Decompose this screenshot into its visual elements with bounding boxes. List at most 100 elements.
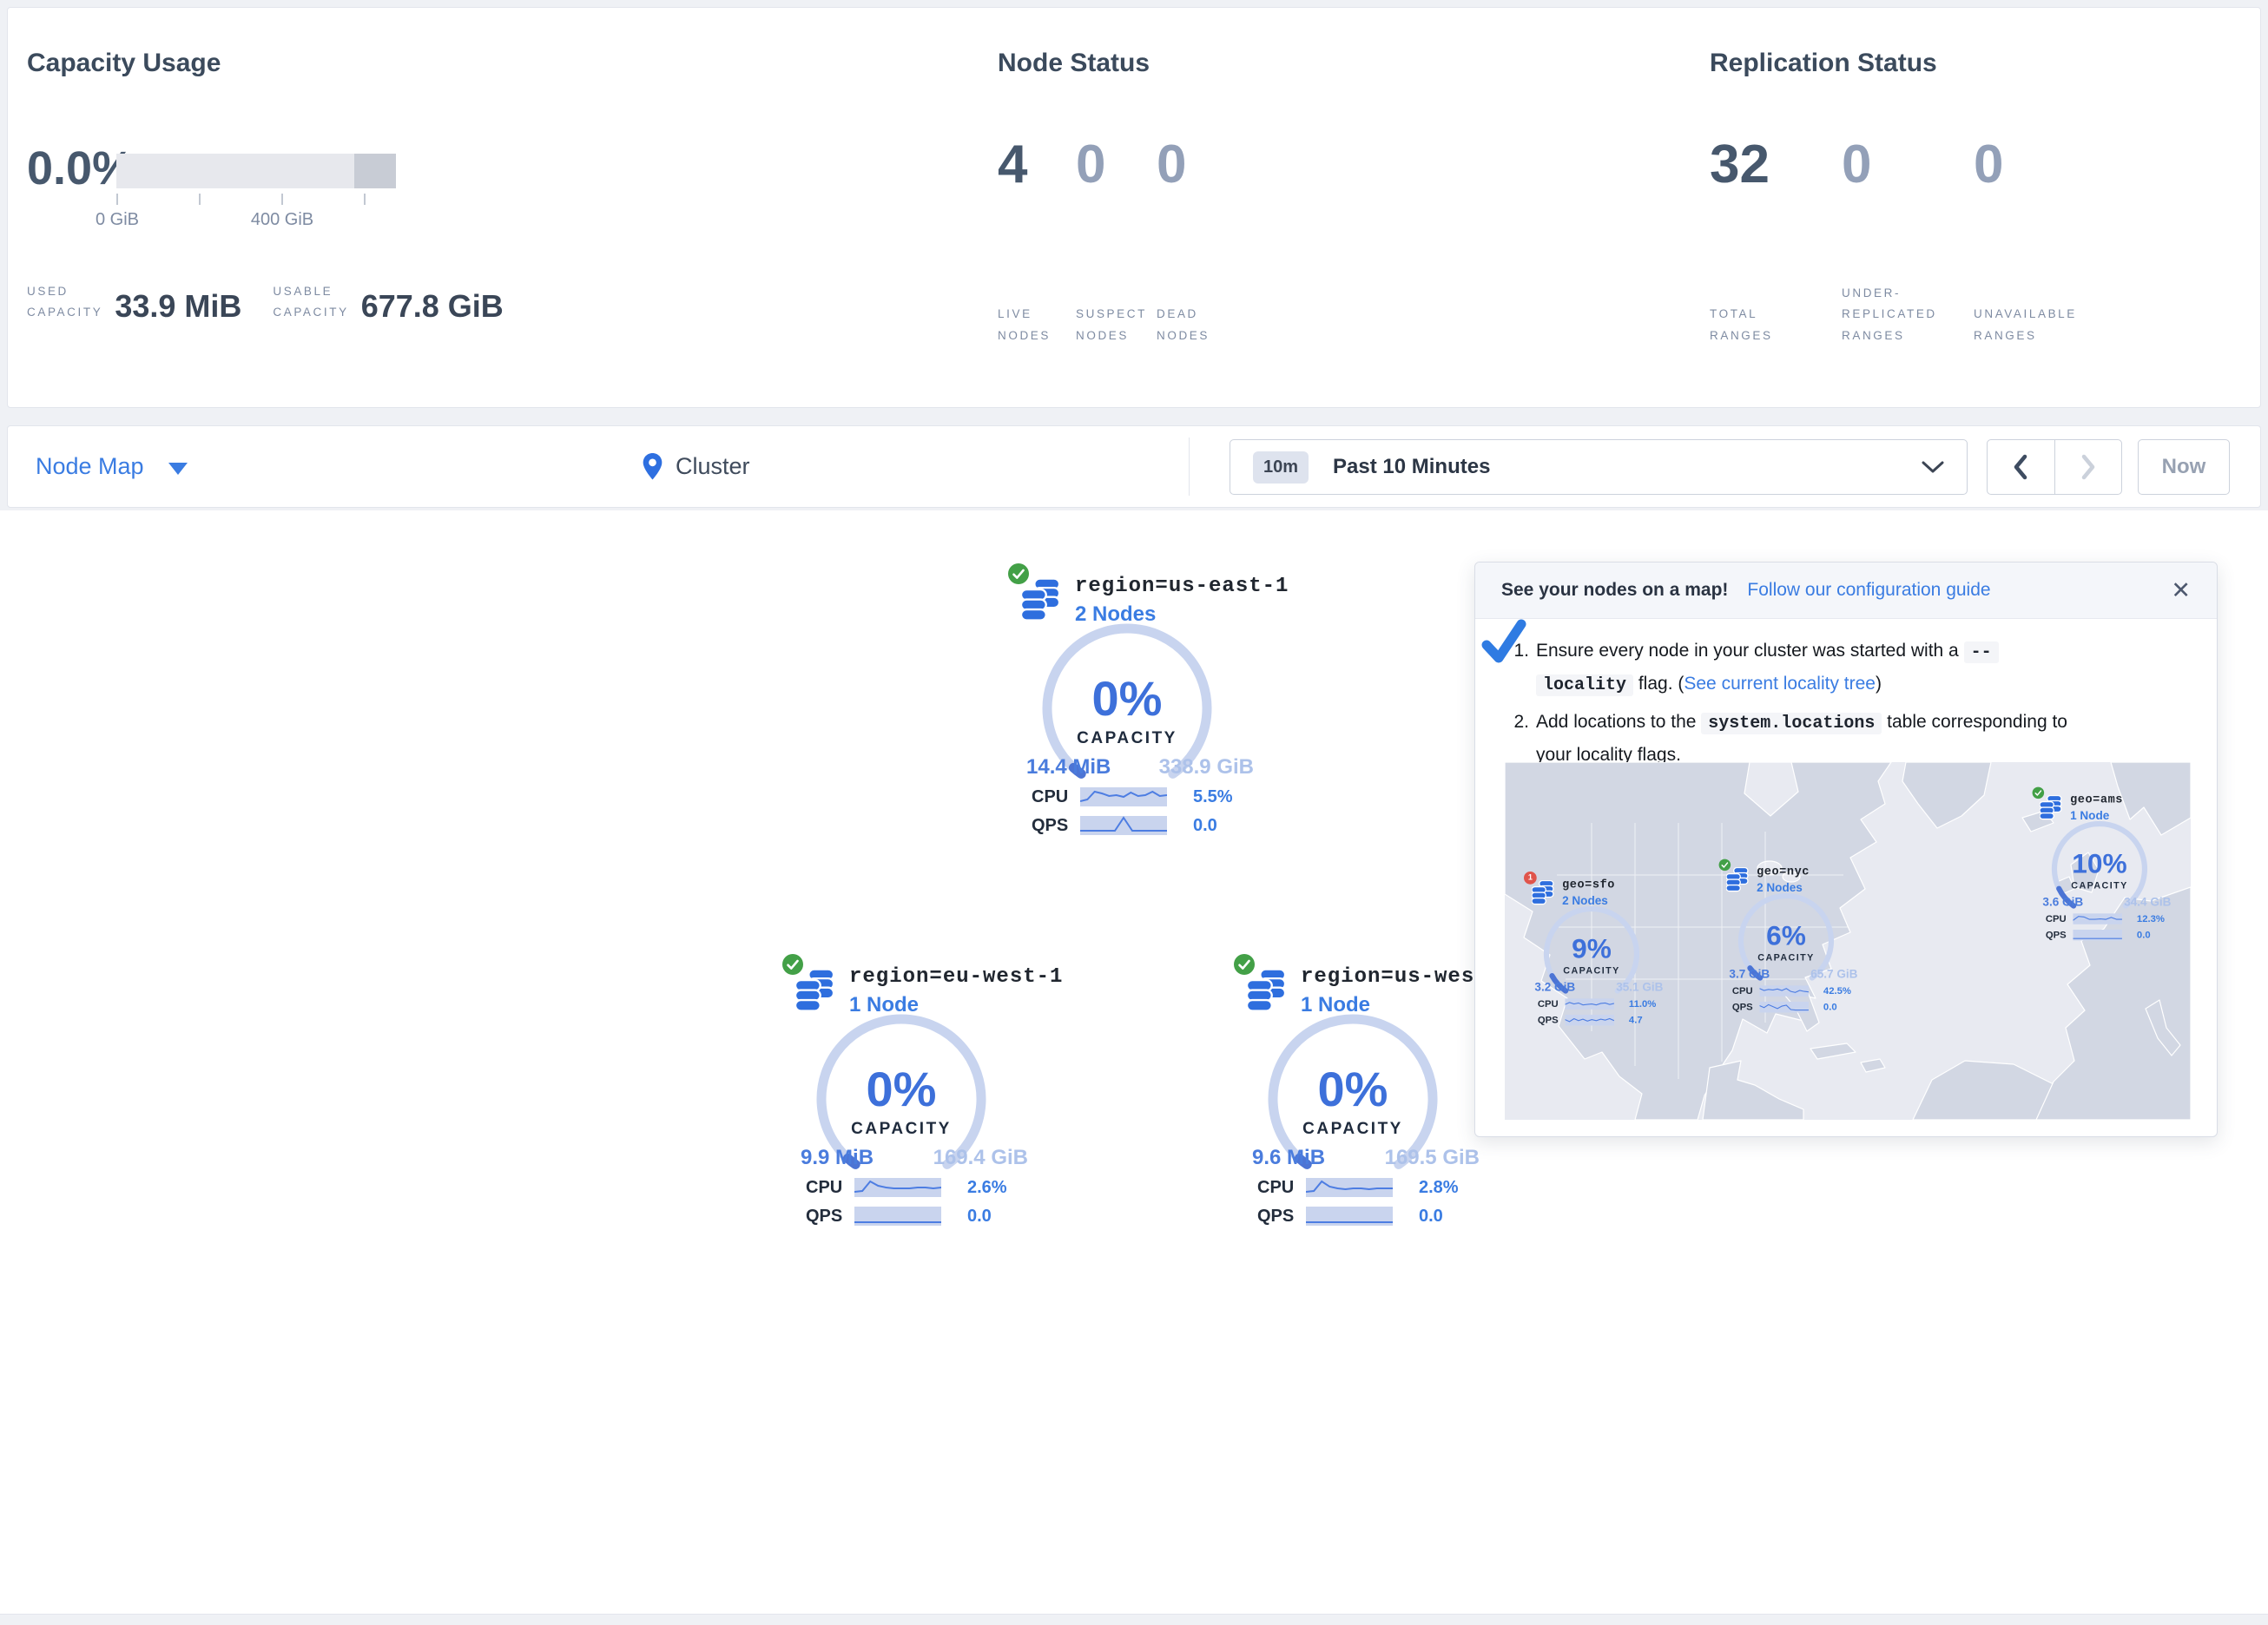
qps-label: QPS [1257,1206,1295,1226]
qps-label: QPS [1537,1014,1559,1026]
capacity-percent: 0% [1091,671,1163,726]
capacity-used-value: 9.6 MiB [1252,1146,1326,1169]
stat-value: 0 [1842,135,1872,194]
locality-node-card[interactable]: region=us-west-1 1 Node 0% CAPACITY 9.6 … [1233,953,1513,1240]
chevron-left-icon [2014,454,2027,480]
qps-sparkline [2073,929,2122,941]
cpu-label: CPU [1257,1177,1295,1197]
capacity-used-value: 3.6 GiB [2042,895,2084,909]
capacity-total-value: 338.9 GiB [1158,755,1254,779]
cpu-sparkline [1080,787,1167,806]
locality-label: region=eu-west-1 [849,965,1064,989]
map-locality-marker: geo=nyc 2 Nodes 6% CAPACITY 3.7 GiB 65.7… [1718,859,1866,1020]
capacity-percent: 9% [1572,932,1612,964]
capacity-used-percent: 0.0% [27,142,135,194]
capacity-percent: 6% [1766,919,1806,951]
capacity-used-value: 14.4 MiB [1026,755,1111,779]
database-icon [1725,866,1749,892]
node-count-link[interactable]: 2 Nodes [1075,602,1157,626]
locality-label: region=us-east-1 [1075,575,1289,598]
step-number: 2. [1513,712,1529,732]
world-map-graphic [1505,762,2191,1120]
qps-sparkline [1759,1001,1809,1013]
cpu-sparkline [1565,998,1614,1010]
map-locality-marker: 1 geo=sfo 2 Nodes 9% CAPACITY 3.2 GiB 35… [1524,872,1671,1033]
breadcrumb[interactable]: Cluster [642,426,750,507]
cpu-sparkline [1759,985,1809,997]
usable-capacity-label: USABLE CAPACITY [273,285,349,319]
qps-value: 4.7 [1628,1014,1643,1026]
cpu-value: 2.8% [1419,1177,1459,1197]
capacity-total-value: 65.7 GiB [1810,967,1858,981]
stat-value: 32 [1710,135,1770,194]
stat-value: 4 [998,135,1028,194]
capacity-non-usable-segment [354,154,396,188]
stat-label: SUSPECT NODES [1076,307,1147,342]
node-count-link[interactable]: 1 Node [1301,993,1371,1016]
axis-label-zero: 0 GiB [95,210,140,229]
database-icon [1531,879,1554,905]
database-icon [1245,968,1287,1014]
node-count-link: 1 Node [2070,808,2110,823]
stat-value: 0 [1157,135,1187,194]
qps-label: QPS [1032,815,1069,835]
footer-strip [0,1614,2268,1625]
locality-tree-link[interactable]: See current locality tree [1684,674,1876,694]
location-pin-icon [643,453,663,480]
axis-tick [116,194,118,205]
view-selector-label: Node Map [36,453,144,479]
axis-tick [199,194,201,205]
view-selector-dropdown[interactable]: Node Map [36,426,188,507]
cpu-label: CPU [1032,786,1069,806]
cpu-sparkline [2073,913,2122,924]
cluster-summary-panel: Capacity Usage 0.0% 0 GiB 400 GiB USED CA… [7,7,2261,408]
qps-value: 0.0 [967,1206,992,1226]
time-step-control [1987,439,2122,495]
capacity-gauge-arc [1543,905,1640,994]
capacity-used-value: 9.9 MiB [801,1146,874,1169]
code-snippet: -- [1963,641,1999,663]
cpu-value: 42.5% [1823,985,1851,997]
capacity-percent: 0% [866,1062,937,1116]
cpu-label: CPU [1537,998,1559,1010]
locality-label: geo=ams [2070,793,2123,807]
database-icon [794,968,835,1014]
time-forward-button[interactable] [2055,440,2122,494]
stat-value: 0 [1974,135,2004,194]
configuration-step: 1. Ensure every node in your cluster was … [1507,635,2192,701]
configuration-guide-link[interactable]: Follow our configuration guide [1747,580,1991,600]
capacity-percent: 0% [1317,1062,1388,1116]
capacity-gauge-arc [1737,892,1835,981]
map-locality-marker: geo=ams 1 Node 10% CAPACITY 3.6 GiB 34.4… [2032,786,2179,948]
time-range-dropdown[interactable]: 10m Past 10 Minutes [1230,439,1968,495]
capacity-usage-title: Capacity Usage [27,49,221,77]
used-capacity-label: USED CAPACITY [27,285,103,319]
step-done-check-icon [1481,619,1526,663]
database-icon [1019,577,1061,623]
locality-node-card[interactable]: region=us-east-1 2 Nodes 0% CAPACITY 14.… [1007,562,1288,849]
cpu-value: 5.5% [1193,786,1233,806]
stat-label: UNDER- REPLICATED RANGES [1842,286,1937,342]
close-icon[interactable]: ✕ [2171,576,2191,603]
capacity-used-value: 3.2 GiB [1534,980,1576,994]
capacity-total-value: 34.4 GiB [2124,895,2172,909]
popup-title: See your nodes on a map! [1501,580,1729,600]
node-count-link: 2 Nodes [1562,893,1608,908]
capacity-usage-bar [116,154,396,188]
used-capacity-value: 33.9 MiB [115,287,242,324]
time-back-button[interactable] [1988,440,2055,494]
qps-value: 0.0 [1193,815,1217,835]
qps-sparkline [1565,1014,1614,1026]
qps-sparkline [854,1207,941,1226]
qps-sparkline [1306,1207,1393,1226]
capacity-label: CAPACITY [1302,1120,1403,1138]
toolbar-divider [1189,438,1190,496]
now-button[interactable]: Now [2138,439,2230,495]
healthy-status-icon [1718,859,1731,872]
node-status-title: Node Status [998,49,1150,77]
node-count-link[interactable]: 1 Node [849,993,920,1016]
stat-label: UNAVAILABLE RANGES [1974,307,2077,342]
locality-node-card[interactable]: region=eu-west-1 1 Node 0% CAPACITY 9.9 … [781,953,1062,1240]
cpu-value: 12.3% [2136,913,2165,924]
time-range-badge: 10m [1253,451,1309,484]
